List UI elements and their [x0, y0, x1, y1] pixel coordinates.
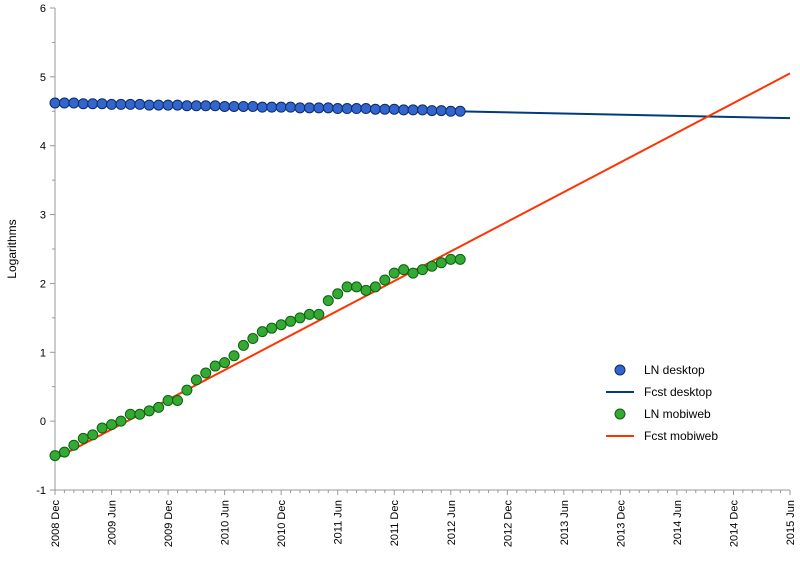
svg-text:Logarithms: Logarithms	[5, 219, 19, 278]
svg-text:1: 1	[40, 347, 46, 359]
svg-text:2011 Dec: 2011 Dec	[389, 500, 401, 547]
svg-text:2009 Dec: 2009 Dec	[163, 500, 175, 548]
svg-text:2015 Jun: 2015 Jun	[785, 500, 797, 545]
svg-text:Fcst desktop: Fcst desktop	[644, 385, 712, 399]
svg-text:2013 Jun: 2013 Jun	[559, 500, 571, 545]
svg-text:-1: -1	[36, 485, 46, 497]
svg-text:4: 4	[40, 141, 46, 153]
svg-text:LN mobiweb: LN mobiweb	[644, 407, 711, 421]
svg-text:2014 Dec: 2014 Dec	[728, 500, 740, 548]
svg-text:0: 0	[40, 416, 46, 428]
svg-text:2011 Jun: 2011 Jun	[333, 500, 345, 544]
svg-text:2: 2	[40, 278, 46, 290]
svg-text:Fcst mobiweb: Fcst mobiweb	[644, 429, 718, 443]
svg-text:2009 Jun: 2009 Jun	[107, 500, 119, 545]
svg-text:6: 6	[40, 3, 46, 15]
chart-container: -1 0 1 2 3 4 5 6 Logarithms 2008 Dec 2009 Jun 2009 …	[0, 0, 800, 574]
svg-text:2012 Jun: 2012 Jun	[446, 500, 458, 545]
svg-text:3: 3	[40, 210, 46, 222]
svg-text:2014 Jun: 2014 Jun	[672, 500, 684, 545]
svg-text:2010 Jun: 2010 Jun	[220, 500, 232, 545]
svg-text:2012 Dec: 2012 Dec	[502, 500, 514, 548]
svg-text:2010 Dec: 2010 Dec	[276, 500, 288, 548]
chart-svg: -1 0 1 2 3 4 5 6 Logarithms 2008 Dec 2009 Jun 2009 …	[0, 0, 800, 574]
svg-text:LN desktop: LN desktop	[644, 363, 705, 377]
svg-text:5: 5	[40, 72, 46, 84]
svg-text:2013 Dec: 2013 Dec	[615, 500, 627, 548]
svg-text:2008 Dec: 2008 Dec	[50, 500, 62, 548]
